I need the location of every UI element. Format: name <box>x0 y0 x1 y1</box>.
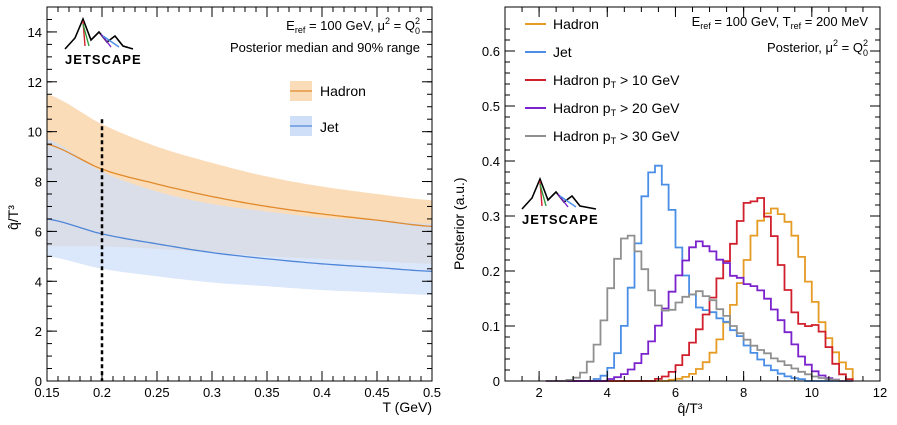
histogram-jet <box>545 164 853 382</box>
right-annotation-posterior: Posterior, μ2 = Q2 0 <box>767 38 868 58</box>
logo-text: JETSCAPE <box>522 212 599 227</box>
left-annotation-posterior: Posterior median and 90% range <box>230 40 420 55</box>
logo-jet-purple <box>100 33 112 48</box>
histogram-hadron-pt-20-gev <box>545 240 853 382</box>
y-tick-label: 0.6 <box>482 44 500 59</box>
x-tick-label: 12 <box>873 385 887 400</box>
histogram-hadron <box>545 207 854 382</box>
left-x-axis-label: T (GeV) <box>382 399 432 415</box>
x-tick-label: 2 <box>535 385 542 400</box>
y-tick-label: 14 <box>28 25 42 40</box>
right-legend: Hadron Jet Hadron pT > 10 GeV Hadron pT > 2… <box>525 16 680 146</box>
logo-text: JETSCAPE <box>65 52 142 67</box>
histogram-hadron-pt-30-gev <box>545 234 853 382</box>
y-tick-label: 0.4 <box>482 154 500 169</box>
left-panel: 0.15 0.2 0.25 0.3 0.35 0.4 0.45 0.5 0 2 4 6 8 10 12 14… <box>5 6 441 415</box>
uncertainty-bands <box>47 94 432 295</box>
y-tick-label: 0 <box>493 374 500 389</box>
logo-jet-purple <box>557 193 569 208</box>
jetscape-logo-right: JETSCAPE <box>521 176 599 227</box>
y-tick-label: 0 <box>35 374 42 389</box>
right-x-ticks: 2 4 6 8 10 12 <box>504 7 887 400</box>
posterior-histograms <box>545 164 854 382</box>
jetscape-logo: JETSCAPE <box>64 16 142 67</box>
right-annotation-energy: Eref = 100 GeV, Tref = 200 MeV <box>692 14 869 31</box>
logo-jet-green <box>82 23 90 47</box>
left-annotation-energy: Eref = 100 GeV, μ2 = Q2 0 <box>286 16 420 36</box>
legend-label: Jet <box>553 44 572 60</box>
x-tick-label: 0.35 <box>254 385 279 400</box>
legend-label: Hadron pT > 10 GeV <box>553 72 680 90</box>
right-panel: 2 4 6 8 10 12 0 0.1 0.2 0.3 0.4 0.5 0.6 q̂/T³ Poste… <box>451 6 887 416</box>
x-tick-label: 0.3 <box>203 385 221 400</box>
logo-mountain-lines <box>64 16 134 50</box>
band-jet <box>47 139 432 295</box>
y-tick-label: 12 <box>28 75 42 90</box>
x-tick-label: 0.25 <box>144 385 169 400</box>
right-x-axis-label: q̂/T³ <box>678 400 703 416</box>
legend-label: Hadron <box>553 16 599 32</box>
logo-jet-green <box>539 183 547 207</box>
x-tick-label: 10 <box>805 385 819 400</box>
logo-mountain-lines <box>521 176 597 210</box>
y-tick-label: 0.2 <box>482 264 500 279</box>
left-y-axis-label: q̂/T³ <box>5 205 21 230</box>
x-tick-label: 0.15 <box>34 385 59 400</box>
legend-label: Hadron pT > 30 GeV <box>553 128 680 146</box>
right-plot-frame <box>504 6 881 382</box>
y-tick-label: 8 <box>35 175 42 190</box>
y-tick-label: 0.3 <box>482 209 500 224</box>
legend-label: Hadron pT > 20 GeV <box>553 100 680 118</box>
left-y-ticks: 0 2 4 6 8 10 12 14 <box>28 6 432 389</box>
median-jet <box>46 218 433 272</box>
x-tick-label: 0.2 <box>93 385 111 400</box>
x-tick-label: 6 <box>672 385 679 400</box>
logo-jet-blue <box>102 35 120 48</box>
legend-label-jet: Jet <box>320 119 339 135</box>
y-tick-label: 0.5 <box>482 99 500 114</box>
x-tick-label: 0.45 <box>364 385 389 400</box>
median-curves <box>46 143 433 272</box>
y-tick-label: 0.1 <box>482 319 500 334</box>
y-tick-label: 6 <box>35 224 42 239</box>
logo-jet-blue <box>559 195 577 208</box>
x-tick-label: 0.4 <box>313 385 331 400</box>
left-legend: Hadron Jet <box>290 81 366 136</box>
y-tick-label: 10 <box>28 125 42 140</box>
legend-label-hadron: Hadron <box>320 83 366 99</box>
right-y-ticks: 0 0.1 0.2 0.3 0.4 0.5 0.6 <box>482 28 880 389</box>
y-tick-label: 4 <box>35 274 42 289</box>
left-x-ticks: 0.15 0.2 0.25 0.3 0.35 0.4 0.45 0.5 <box>34 7 441 400</box>
x-tick-label: 0.5 <box>423 385 441 400</box>
median-hadron <box>46 143 433 228</box>
y-tick-label: 2 <box>35 324 42 339</box>
x-tick-label: 4 <box>604 385 611 400</box>
x-tick-label: 8 <box>740 385 747 400</box>
right-y-axis-label: Posterior (a.u.) <box>451 177 467 270</box>
